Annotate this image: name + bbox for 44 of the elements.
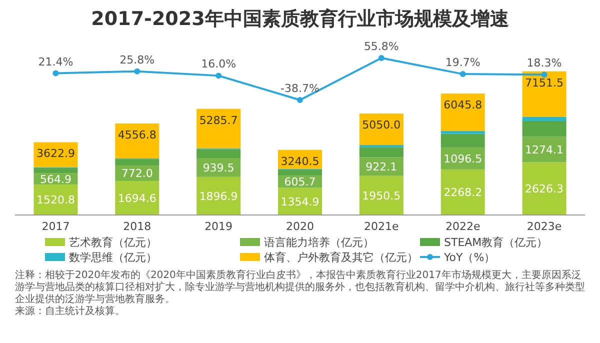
data-label: -38.7% (280, 82, 320, 95)
legend-label: 艺术教育（亿元） (69, 236, 157, 249)
legend-label: 体育、户外教育及其它（亿元） (264, 251, 418, 264)
total-label: 7151.5 (525, 76, 564, 90)
x-tick-label: 2017 (42, 220, 70, 233)
total-label: 5285.7 (199, 114, 238, 127)
data-label: 1274.1 (525, 143, 564, 156)
data-label: 939.5 (202, 161, 234, 174)
total-label: 3240.5 (280, 154, 320, 168)
x-tick-label: 2022e (445, 220, 480, 233)
total-label: 5050.0 (362, 118, 401, 132)
data-label: 564.9 (40, 172, 72, 186)
data-label: 55.8% (364, 40, 399, 53)
data-label: 1694.6 (118, 192, 156, 205)
data-label: 25.8% (120, 53, 155, 66)
legend-label: STEAM教育（亿元） (444, 236, 548, 249)
data-label: 1096.5 (444, 152, 482, 166)
data-label: 1896.9 (199, 190, 238, 203)
data-label: 772.0 (121, 167, 153, 180)
data-label: 605.7 (284, 176, 316, 189)
text: 注释：相较于2020年发布的《2020年中国素质教育行业白皮书》，本报告中素质教育行业2017年市场规模更大，主要原因系泛游学与营地品类的核算口径相对扩大，除专业游学与营地机构提供的服务外，也包括教育机构、留学中介机构、旅行社等多种类型企业提供的泛游学与营地教育服务。 (15, 270, 585, 306)
data-label: 21.4% (38, 55, 74, 68)
total-label: 6045.8 (444, 98, 482, 112)
data-label: 2268.2 (444, 186, 482, 200)
total-label: 4556.8 (118, 128, 156, 142)
data-label: 1520.8 (36, 194, 75, 207)
x-tick-label: 2019 (204, 220, 233, 233)
data-label: 19.7% (445, 56, 480, 70)
total-label: 3622.9 (36, 147, 75, 160)
data-label: 18.3% (526, 56, 562, 70)
chart-title: 2017-2023年中国素质教育行业市场规模及增速 (90, 7, 510, 32)
source-note: 来源：自主统计及核算。 (15, 306, 126, 318)
data-label: 922.1 (366, 160, 398, 174)
data-label: 1950.5 (362, 189, 401, 202)
x-tick-label: 2020 (286, 220, 314, 233)
data-label: 16.0% (201, 58, 236, 71)
legend-label: 语言能力培养（亿元） (264, 236, 374, 249)
data-label: 1354.9 (280, 195, 320, 208)
x-tick-label: 2023e (526, 220, 562, 233)
legend-label: YoY（%） (443, 251, 496, 264)
legend-label: 数学思维（亿元） (69, 251, 157, 264)
x-tick-label: 2018 (123, 220, 152, 233)
x-tick-label: 2021e (364, 220, 400, 233)
data-label: 2626.3 (525, 182, 564, 196)
